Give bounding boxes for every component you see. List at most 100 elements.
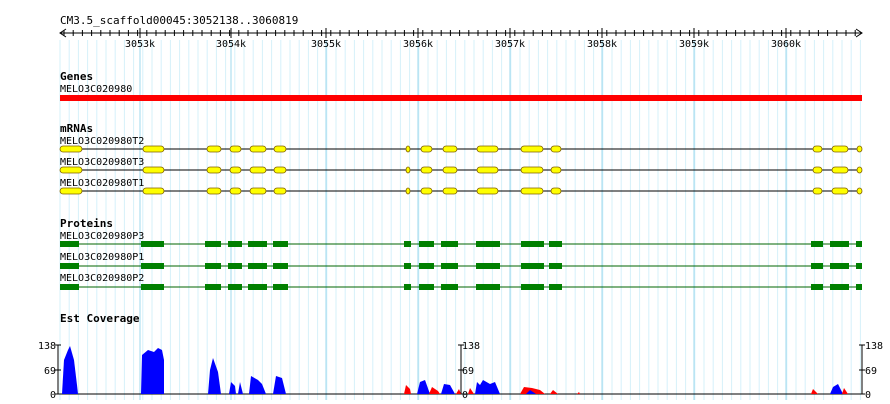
exon[interactable] — [405, 145, 411, 153]
cds-block[interactable] — [228, 284, 242, 290]
exon[interactable] — [476, 187, 499, 195]
cds-block[interactable] — [141, 263, 164, 269]
cds-block[interactable] — [205, 263, 221, 269]
cds-block[interactable] — [476, 263, 500, 269]
cds-block[interactable] — [549, 241, 562, 247]
cds-block[interactable] — [228, 241, 242, 247]
cds-block[interactable] — [441, 241, 458, 247]
cds-block[interactable] — [856, 241, 862, 247]
exon[interactable] — [520, 145, 544, 153]
exon[interactable] — [249, 145, 267, 153]
cds-block[interactable] — [248, 263, 267, 269]
exon[interactable] — [856, 166, 863, 174]
feature-label[interactable]: MELO3C020980P1 — [60, 252, 144, 263]
exon[interactable] — [142, 166, 165, 174]
exon[interactable] — [59, 166, 83, 174]
cds-block[interactable] — [441, 263, 458, 269]
exon[interactable] — [420, 145, 433, 153]
exon[interactable] — [831, 166, 849, 174]
exon[interactable] — [405, 166, 411, 174]
exon[interactable] — [420, 187, 433, 195]
cds-block[interactable] — [228, 263, 242, 269]
cds-block[interactable] — [811, 263, 823, 269]
exon[interactable] — [273, 145, 287, 153]
exon[interactable] — [229, 187, 242, 195]
exon[interactable] — [520, 187, 544, 195]
feature-label[interactable]: MELO3C020980T3 — [60, 157, 144, 168]
cds-block[interactable] — [521, 284, 544, 290]
coverage-area — [441, 384, 455, 394]
cds-block[interactable] — [811, 241, 823, 247]
exon[interactable] — [831, 187, 849, 195]
exon[interactable] — [420, 166, 433, 174]
cds-block[interactable] — [811, 284, 823, 290]
cds-block[interactable] — [476, 241, 500, 247]
exon[interactable] — [206, 187, 222, 195]
exon[interactable] — [273, 187, 287, 195]
cds-block[interactable] — [404, 241, 411, 247]
cds-block[interactable] — [830, 263, 849, 269]
exon[interactable] — [812, 166, 823, 174]
cds-block[interactable] — [60, 284, 79, 290]
cds-block[interactable] — [248, 241, 267, 247]
feature-label[interactable]: MELO3C020980T1 — [60, 178, 144, 189]
cds-block[interactable] — [830, 241, 849, 247]
exon[interactable] — [142, 187, 165, 195]
exon[interactable] — [442, 187, 458, 195]
cds-block[interactable] — [205, 241, 221, 247]
exon[interactable] — [550, 166, 562, 174]
exon[interactable] — [59, 145, 83, 153]
cds-block[interactable] — [419, 284, 434, 290]
exon[interactable] — [59, 187, 83, 195]
exon[interactable] — [550, 187, 562, 195]
exon[interactable] — [249, 166, 267, 174]
cds-block[interactable] — [404, 263, 411, 269]
cds-block[interactable] — [521, 263, 544, 269]
cds-block[interactable] — [141, 284, 164, 290]
cds-block[interactable] — [419, 263, 434, 269]
cds-block[interactable] — [273, 284, 288, 290]
exon[interactable] — [856, 187, 863, 195]
cds-block[interactable] — [60, 241, 79, 247]
feature-label[interactable]: MELO3C020980P2 — [60, 273, 144, 284]
gene-bar[interactable] — [60, 95, 862, 101]
cds-block[interactable] — [549, 284, 562, 290]
cds-block[interactable] — [856, 284, 862, 290]
cds-block[interactable] — [856, 263, 862, 269]
exon[interactable] — [249, 187, 267, 195]
cds-block[interactable] — [419, 241, 434, 247]
coverage-area — [811, 389, 818, 394]
exon[interactable] — [812, 187, 823, 195]
cds-block[interactable] — [205, 284, 221, 290]
cds-block[interactable] — [141, 241, 164, 247]
exon[interactable] — [550, 145, 562, 153]
exon[interactable] — [856, 145, 863, 153]
feature-label[interactable]: MELO3C020980P3 — [60, 231, 144, 242]
exon[interactable] — [142, 145, 165, 153]
exon[interactable] — [206, 145, 222, 153]
exon[interactable] — [812, 145, 823, 153]
exon[interactable] — [520, 166, 544, 174]
cds-block[interactable] — [273, 263, 288, 269]
feature-label[interactable]: MELO3C020980 — [60, 84, 132, 95]
exon[interactable] — [273, 166, 287, 174]
exon[interactable] — [405, 187, 411, 195]
cds-block[interactable] — [521, 241, 544, 247]
exon[interactable] — [476, 166, 499, 174]
exon[interactable] — [229, 145, 242, 153]
exon[interactable] — [831, 145, 849, 153]
cds-block[interactable] — [248, 284, 267, 290]
cds-block[interactable] — [549, 263, 562, 269]
cds-block[interactable] — [60, 263, 79, 269]
cds-block[interactable] — [441, 284, 458, 290]
feature-label[interactable]: MELO3C020980T2 — [60, 136, 144, 147]
exon[interactable] — [206, 166, 222, 174]
exon[interactable] — [442, 145, 458, 153]
cds-block[interactable] — [476, 284, 500, 290]
cds-block[interactable] — [830, 284, 849, 290]
exon[interactable] — [442, 166, 458, 174]
exon[interactable] — [229, 166, 242, 174]
exon[interactable] — [476, 145, 499, 153]
cds-block[interactable] — [273, 241, 288, 247]
cds-block[interactable] — [404, 284, 411, 290]
